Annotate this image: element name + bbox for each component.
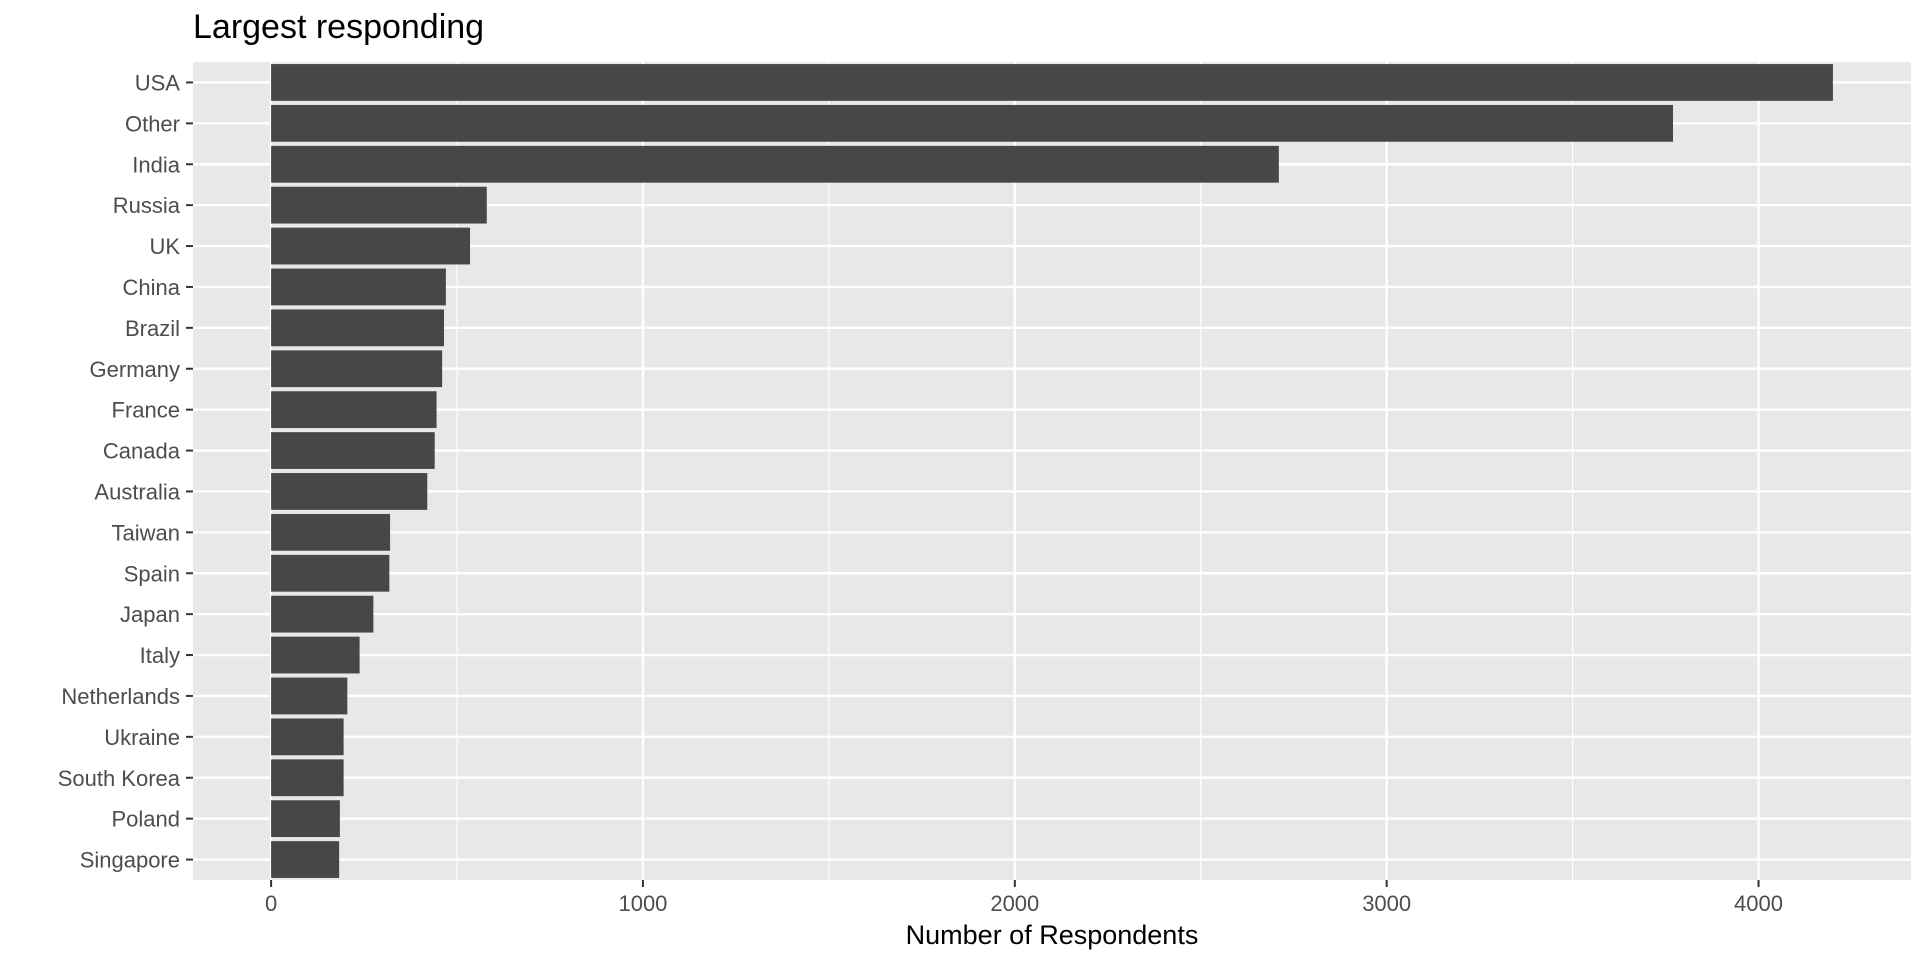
bar-italy	[271, 636, 360, 674]
bar-australia	[271, 473, 428, 510]
x-axis: 0 1000 2000 3000 4000	[265, 880, 1783, 916]
x-tick-label: 3000	[1362, 891, 1411, 916]
x-tick-label: 4000	[1734, 891, 1783, 916]
y-tick-label: Taiwan	[112, 520, 180, 545]
bar-ukraine	[271, 718, 344, 756]
bar-india	[271, 145, 1279, 183]
bar-france	[271, 391, 437, 429]
bar-uk	[271, 227, 471, 265]
y-tick-label: Other	[125, 111, 180, 136]
bar-brazil	[271, 309, 445, 347]
y-tick-label: Germany	[90, 357, 180, 382]
plot-panel	[193, 62, 1911, 880]
bars	[271, 64, 1833, 878]
bar-south-korea	[271, 759, 344, 797]
bar-usa	[271, 64, 1833, 101]
y-tick-label: UK	[149, 234, 180, 259]
chart-title: Largest responding	[193, 8, 484, 46]
bar-other	[271, 104, 1674, 142]
bar-russia	[271, 186, 487, 224]
bar-germany	[271, 350, 443, 388]
minor-gridlines	[456, 62, 1574, 880]
y-axis: USA Other India Russia UK China Brazil Germany F…	[58, 70, 193, 873]
y-tick-label: Canada	[103, 439, 181, 464]
y-tick-label: Russia	[113, 193, 181, 218]
bar-china	[271, 268, 446, 306]
y-tick-label: Japan	[120, 602, 180, 627]
y-tick-label: Brazil	[125, 316, 180, 341]
y-tick-label: France	[112, 398, 180, 423]
y-tick-label: Singapore	[80, 848, 180, 873]
bar-poland	[271, 800, 340, 838]
x-tick-label: 1000	[618, 891, 667, 916]
y-tick-label: India	[132, 152, 180, 177]
bar-taiwan	[271, 513, 391, 551]
bar-spain	[271, 554, 390, 592]
bar-netherlands	[271, 677, 348, 715]
x-axis-title: Number of Respondents	[906, 920, 1199, 950]
x-tick-label: 0	[265, 891, 277, 916]
y-tick-label: South Korea	[58, 766, 181, 791]
y-tick-label: Netherlands	[61, 684, 180, 709]
bar-singapore	[271, 841, 340, 878]
y-tick-label: Spain	[124, 561, 180, 586]
y-tick-label: Australia	[94, 479, 180, 504]
y-tick-label: Italy	[140, 643, 180, 668]
bar-japan	[271, 595, 374, 633]
y-tick-label: USA	[135, 70, 181, 95]
y-tick-label: Ukraine	[104, 725, 180, 750]
y-tick-label: Poland	[111, 807, 180, 832]
x-tick-label: 2000	[990, 891, 1039, 916]
bar-canada	[271, 432, 435, 469]
y-tick-label: China	[123, 275, 181, 300]
